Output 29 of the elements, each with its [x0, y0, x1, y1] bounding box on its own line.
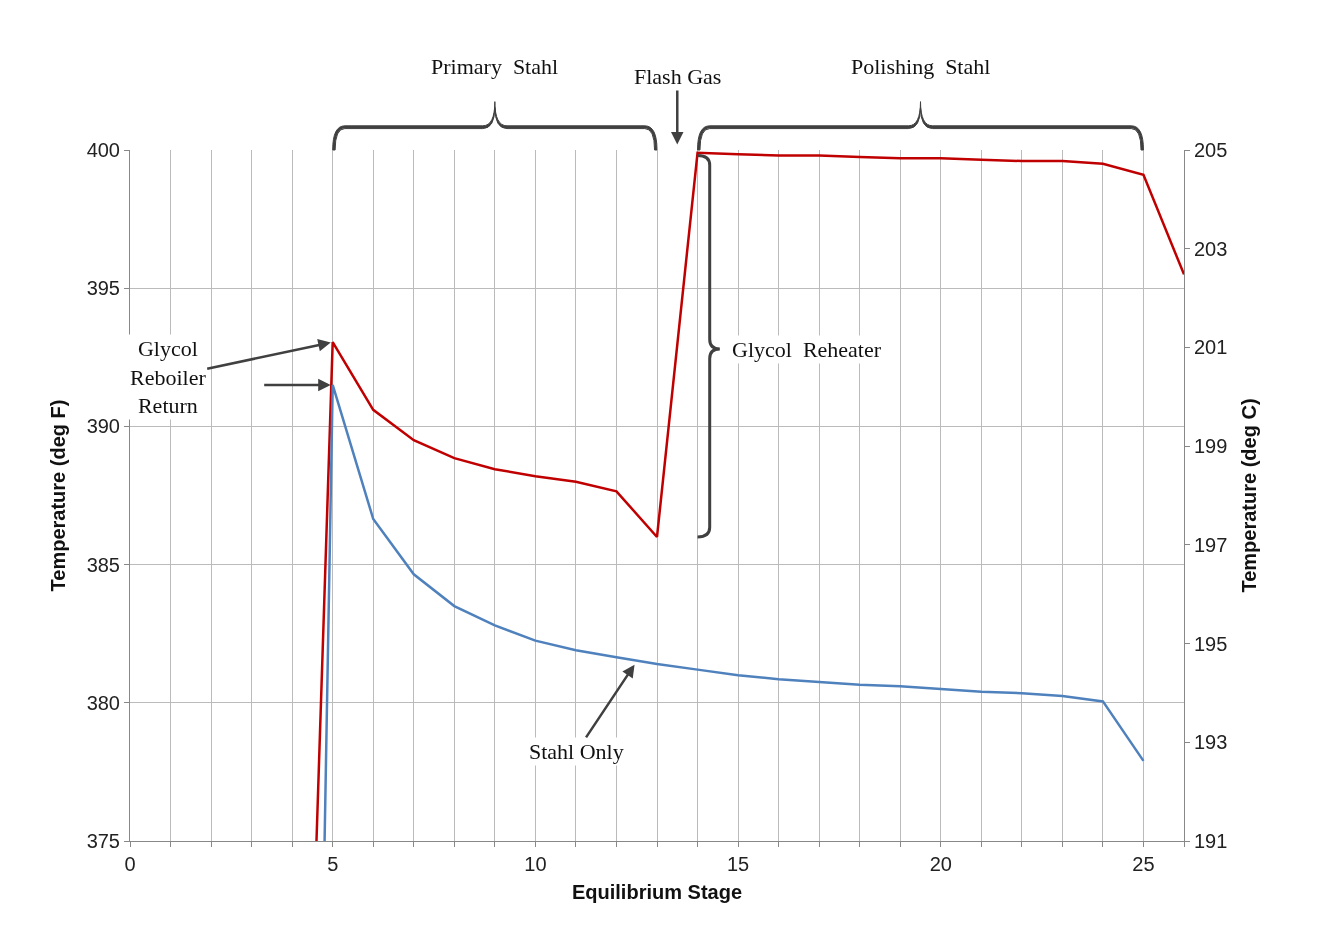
annotation: Glycol Reboiler Return — [130, 336, 207, 419]
annotation: Glycol Reheater — [732, 337, 882, 362]
y-tick-label: 380 — [86, 691, 120, 714]
text: Flash Gas — [634, 64, 722, 89]
y2-tick-label: 203 — [1194, 237, 1228, 260]
y-tick-label: 375 — [86, 830, 120, 852]
y2-tick-label: 191 — [1194, 830, 1228, 852]
y2-tick-label: 199 — [1194, 435, 1228, 458]
y2-tick-label: 205 — [1194, 139, 1228, 161]
x-tick-label: 20 — [929, 853, 952, 875]
y-tick-label: 395 — [86, 277, 120, 300]
y2-tick-label: 197 — [1194, 533, 1228, 556]
x-axis-title: Equilibrium Stage — [571, 880, 743, 903]
x-tick-label: 0 — [124, 853, 136, 875]
y2-tick-label: 193 — [1194, 731, 1228, 754]
y2-tick-label: 195 — [1194, 632, 1228, 655]
x-tick-label: 25 — [1132, 853, 1155, 875]
x-tick-label: 15 — [726, 853, 750, 875]
x-tick-label: 10 — [524, 853, 547, 875]
annotation: Stahl Only — [529, 739, 624, 764]
y-tick-label: 400 — [86, 139, 120, 161]
x-tick-label: 5 — [327, 853, 339, 875]
y2-tick-label: 201 — [1194, 336, 1228, 359]
text: Polishing Stahl — [851, 54, 991, 79]
text: Primary Stahl — [431, 54, 559, 79]
y2-axis-title: Temperature (deg C) — [1237, 398, 1260, 593]
y-tick-label: 390 — [86, 415, 120, 438]
y-axis-title: Temperature (deg F) — [47, 399, 70, 592]
y-tick-label: 385 — [86, 553, 120, 576]
